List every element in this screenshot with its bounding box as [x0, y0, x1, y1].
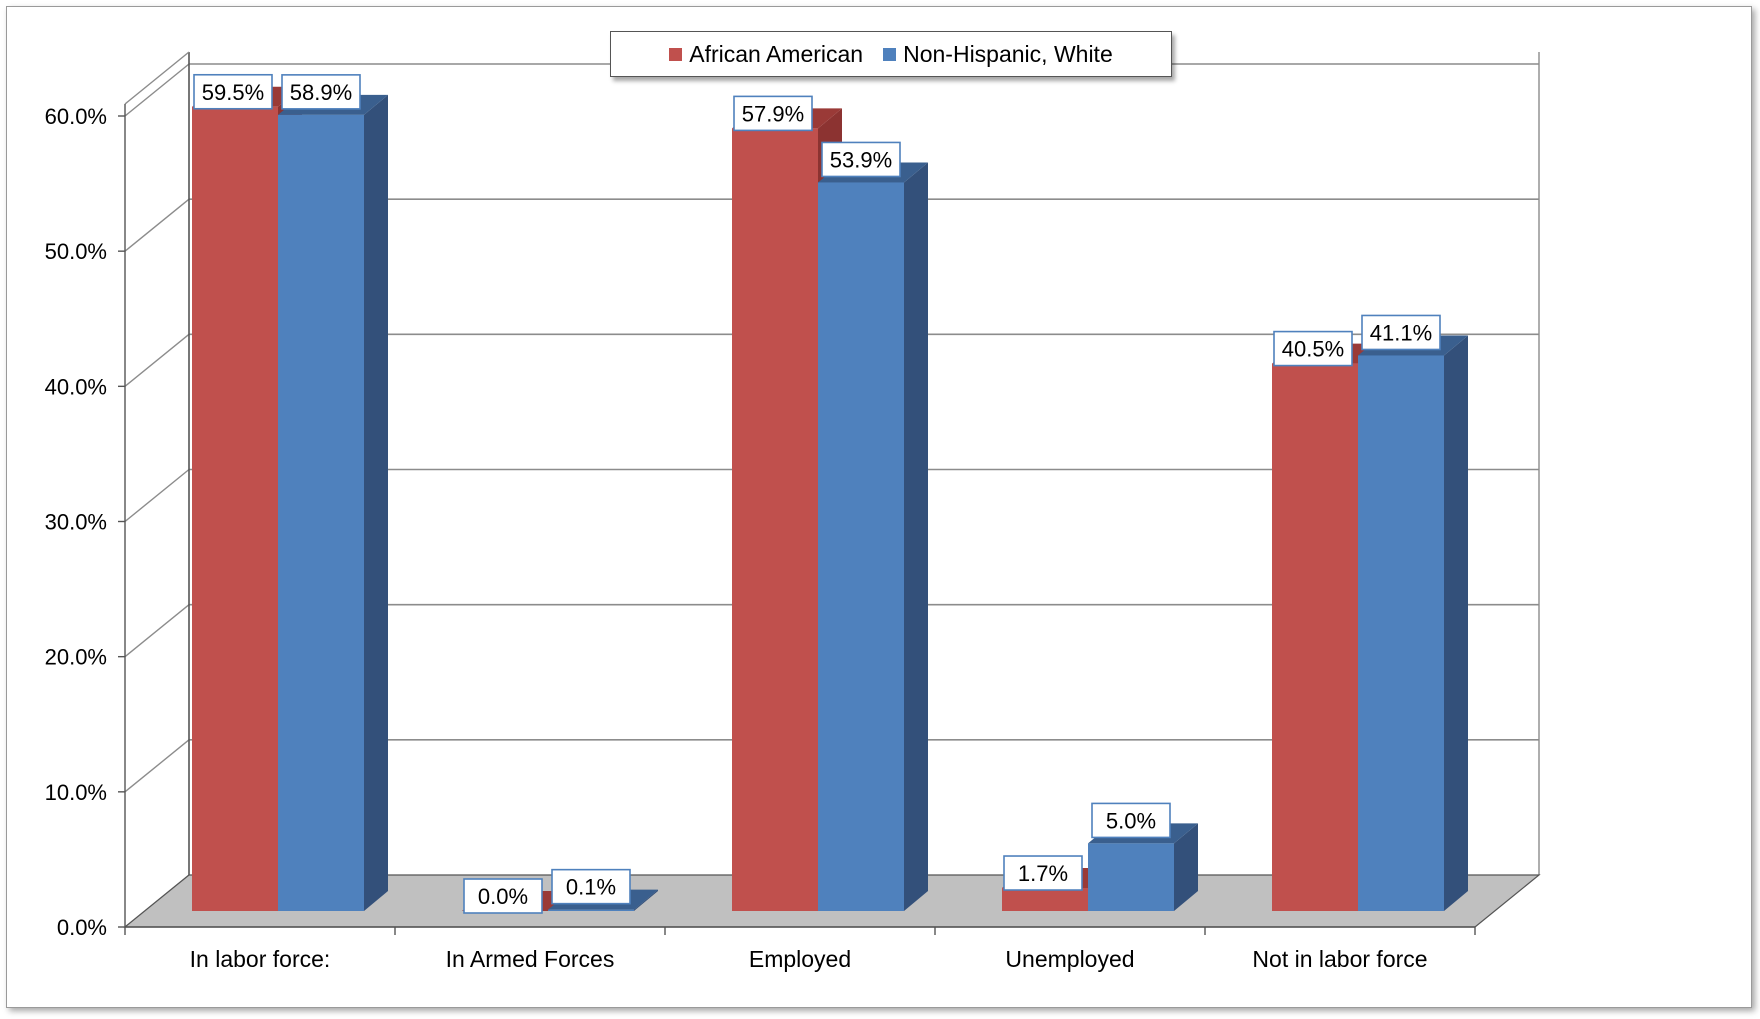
y-tick-label: 60.0% [45, 104, 107, 129]
gridline-side [124, 604, 190, 658]
side-wall-top-edge [124, 51, 190, 105]
bar-side [904, 162, 928, 911]
gridline-side [124, 198, 190, 252]
y-tick-label: 10.0% [45, 780, 107, 805]
legend-label-non-hispanic-white: Non-Hispanic, White [903, 40, 1113, 67]
data-label-text: 53.9% [830, 147, 892, 172]
data-label-text: 57.9% [742, 101, 804, 126]
data-label-text: 58.9% [290, 80, 352, 105]
legend-label-african-american: African American [689, 40, 864, 67]
x-tick-label: In labor force: [190, 946, 331, 972]
x-tick-label: Not in labor force [1252, 946, 1427, 972]
data-label: 59.5% [193, 73, 273, 110]
data-label-text: 1.7% [1018, 861, 1068, 886]
data-label-text: 0.0% [478, 884, 528, 909]
x-tick-label: In Armed Forces [446, 946, 615, 972]
bar-front [192, 106, 278, 912]
gridline-side [124, 468, 190, 523]
data-label-box [551, 868, 631, 905]
x-tick-label: Employed [749, 946, 851, 972]
y-tick-label: 40.0% [45, 374, 107, 399]
data-label-text: 5.0% [1106, 808, 1156, 833]
bar-front [1358, 355, 1444, 912]
bar-front [732, 128, 818, 911]
non-hispanic-white-bar-not-in-labor-force [1358, 335, 1468, 912]
data-label-box [281, 74, 361, 110]
data-label: 58.9% [281, 74, 361, 110]
y-tick-label: 20.0% [45, 645, 107, 670]
data-label-box [1003, 855, 1083, 891]
y-tick-label: 30.0% [45, 510, 107, 535]
x-tick-label: Unemployed [1005, 946, 1134, 972]
gridline-side [124, 333, 190, 387]
data-label-box [1091, 802, 1171, 839]
bar-side [1174, 823, 1198, 911]
bar-front [1088, 843, 1174, 911]
gridline-side [124, 63, 190, 117]
legend-swatch-non-hispanic-white [883, 47, 897, 61]
legend-item-african-american: African American [669, 41, 863, 68]
bar-front [1272, 363, 1358, 911]
bar-side [364, 94, 388, 911]
y-tick-label: 50.0% [45, 239, 107, 264]
data-label-text: 0.1% [566, 875, 616, 900]
legend-swatch-african-american [669, 47, 683, 61]
data-label: 57.9% [733, 95, 813, 132]
data-label: 41.1% [1361, 314, 1441, 351]
legend: African American Non-Hispanic, White [610, 31, 1172, 77]
gridline-side [124, 739, 190, 793]
non-hispanic-white-bar-in-labor-force [278, 94, 388, 911]
bar-front [278, 114, 364, 911]
data-label: 0.0% [463, 878, 543, 914]
data-label-box [821, 141, 901, 178]
bar-front [1002, 888, 1088, 911]
data-label: 1.7% [1003, 855, 1083, 891]
legend-item-non-hispanic-white: Non-Hispanic, White [883, 41, 1113, 68]
bar-side [634, 889, 658, 911]
bar-front [818, 182, 904, 911]
data-label: 0.1% [551, 868, 631, 905]
data-label-box [733, 95, 813, 132]
bar-side [1444, 335, 1468, 912]
chart-plot: 0.0% 10.0% 20.0% 30.0% 40.0% 50.0% 60.0% In lab… [45, 51, 1541, 972]
bar-front [548, 909, 634, 911]
data-label: 40.5% [1273, 330, 1353, 367]
data-label-box [193, 73, 273, 110]
data-label-box [1273, 330, 1353, 367]
data-label: 53.9% [821, 141, 901, 178]
non-hispanic-white-bar-employed [818, 162, 928, 911]
data-label: 5.0% [1091, 802, 1171, 839]
data-label-box [463, 878, 543, 914]
data-label-text: 59.5% [202, 80, 264, 105]
y-tick-label: 0.0% [57, 915, 107, 940]
data-label-text: 41.1% [1370, 320, 1432, 345]
chart-frame: 0.0% 10.0% 20.0% 30.0% 40.0% 50.0% 60.0% In lab… [6, 6, 1752, 1008]
data-label-box [1361, 314, 1441, 351]
data-label-text: 40.5% [1282, 337, 1344, 362]
